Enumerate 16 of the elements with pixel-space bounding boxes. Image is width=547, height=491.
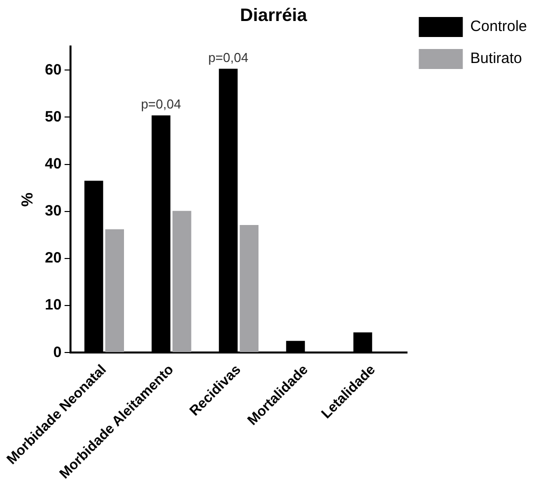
chart-title: Diarréia [240, 4, 308, 25]
annotation: p=0,04 [140, 96, 182, 112]
y-tick-label: 60 [44, 61, 62, 78]
bar [105, 229, 124, 352]
y-tick-label: 30 [44, 202, 62, 220]
y-tick-label: 0 [53, 344, 62, 361]
y-tick-label: 20 [44, 250, 62, 267]
bar [172, 210, 192, 352]
y-tick-label: 50 [44, 108, 62, 126]
y-tick-label: 10 [44, 296, 62, 314]
y-tick-label: 40 [44, 155, 62, 172]
y-axis-title: % [20, 192, 37, 207]
legend-label: Controle [470, 18, 528, 36]
annotation: p=0,04 [208, 50, 248, 65]
bar [240, 225, 258, 352]
legend-label: Butirato [470, 50, 522, 68]
